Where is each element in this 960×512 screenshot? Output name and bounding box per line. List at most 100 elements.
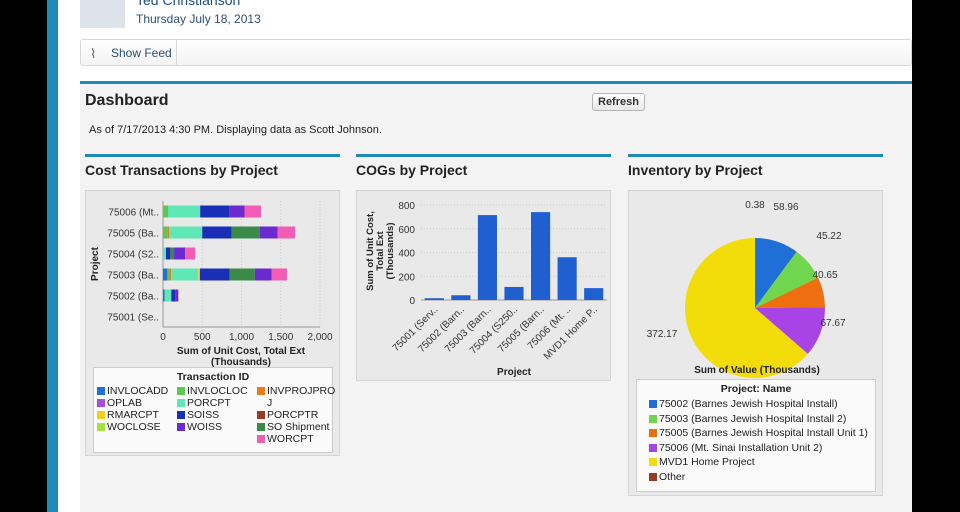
bar-segment [175,289,179,302]
x-axis-title: Sum of Value (Thousands) [694,365,820,376]
as-of-text: As of 7/17/2013 4:30 PM. Displaying data… [89,124,382,136]
legend-item: WOCLOSE [97,421,177,433]
legend-label: PORCPT [187,397,231,409]
feed-pulse-icon: ⌇ [90,46,97,61]
legend-item: 75003 (Barnes Jewish Hospital Install 2) [649,413,875,425]
y-tick-label: 75001 (Se.. [107,313,159,324]
legend-label: SO Shipment [267,421,330,433]
legend-title: Transaction ID [176,371,250,383]
legend-item: INVLOCLOC [177,385,257,397]
legend-label: 75002 (Barnes Jewish Hospital Install) [659,398,838,410]
dashboard-panel: Dashboard Refresh As of 7/17/2013 4:30 P… [80,81,912,512]
legend-label: 75005 (Barnes Jewish Hospital Install Un… [659,427,868,439]
legend-swatch [177,411,185,419]
y-tick-label: 800 [398,201,415,212]
bar [584,288,604,300]
cost-chart-box[interactable]: 0 500 1,000 1,500 2,000 75006 (Mt.. 75005 (Ba.… [85,190,340,456]
inventory-pie-chart[interactable]: 0.38 58.96 45.22 40.65 67.67 372.17 Sum of Val… [629,191,884,379]
data-label: 58.96 [773,202,798,213]
y-tick-label: 75002 (Ba.. [107,292,159,303]
y-tick-label: 75005 (Ba.. [107,229,159,240]
legend-swatch [177,423,185,431]
legend-swatch [649,443,657,452]
x-tick-label: 1,500 [268,332,293,343]
legend-swatch [257,423,265,431]
legend-column: INVLOCLOC PORCPT SOISS WOISS [177,385,257,445]
legend-label: MVD1 Home Project [659,456,755,468]
bar-segment [202,226,232,239]
feed-bar: ⌇ Show Feed [80,39,912,66]
data-label: 40.65 [812,270,837,281]
legend-swatch [177,387,185,395]
x-tick-label: 500 [194,332,211,343]
bar-segment [199,268,230,281]
legend-swatch [97,387,105,395]
legend-item: WORCPT [257,433,335,445]
bar-segment [231,226,260,239]
pie-slice [755,238,797,308]
component-title: COGs by Project [356,162,468,178]
data-label: 45.22 [816,231,841,242]
legend-item: MVD1 Home Project [649,456,875,468]
legend-item: WOISS [177,421,257,433]
bar-segment [254,268,272,281]
legend-label: 75003 (Barnes Jewish Hospital Install 2) [659,412,847,425]
bar-segment [171,289,176,302]
bar [451,295,471,300]
cost-transactions-chart[interactable]: 0 500 1,000 1,500 2,000 75006 (Mt.. 75005 (Ba.… [86,191,341,371]
data-label: 67.67 [820,318,845,329]
bar [504,286,524,300]
legend-swatch [649,472,657,481]
component-cost-transactions: Cost Transactions by Project [85,154,340,178]
bar-segment [174,247,186,260]
legend-swatch [97,411,105,419]
legend-swatch [257,435,265,443]
y-axis-title: (Thousands) [385,223,396,280]
x-tick-label: 2,000 [307,332,332,343]
bar-segment [229,268,255,281]
legend-item: INVPROJPRO J [257,385,335,409]
legend-item: PORCPTR [257,409,335,421]
legend-column: INVLOCADD OPLAB RMARCPT WOCLOSE [97,385,177,445]
legend-label: OPLAB [107,397,143,409]
component-inventory: Inventory by Project [628,154,883,178]
legend-label: Other [659,470,686,483]
bar-segment [259,226,278,239]
bar-segment [163,268,168,281]
pie-slice [755,277,825,308]
bar [557,257,577,300]
legend-label: RMARCPT [107,409,159,421]
bar-segment [271,268,287,281]
y-tick-label: 75006 (Mt.. [108,208,159,219]
user-name-link[interactable]: Ted Christianson [136,0,241,8]
legend-swatch [257,387,265,395]
date-label: Thursday July 18, 2013 [136,12,261,26]
bar [477,215,497,300]
show-feed-button[interactable]: ⌇ Show Feed [81,40,177,65]
legend-swatch [257,411,265,419]
x-axis-title: (Thousands) [211,357,271,368]
component-cogs: COGs by Project [356,154,611,178]
legend-item: 75006 (Mt. Sinai Installation Unit 2) [649,442,875,454]
legend-item: PORCPT [177,397,257,409]
x-tick-label: 1,000 [229,332,254,343]
legend-swatch [649,414,657,423]
bar-segment [164,289,172,302]
legend-item: SOISS [177,409,257,421]
bar-segment [169,226,203,239]
refresh-button[interactable]: Refresh [592,93,645,111]
legend-label: WOCLOSE [107,421,161,433]
y-tick-label: 400 [398,249,415,260]
avatar[interactable] [80,0,125,28]
inventory-chart-box[interactable]: 0.38 58.96 45.22 40.65 67.67 372.17 Sum of Val… [628,190,883,496]
cogs-chart-box[interactable]: 0 200 400 600 800 75001 (Serv.. 75002 (Barn.. 7… [356,190,611,381]
y-axis-title: Total Ext [375,230,386,270]
legend-item: OPLAB [97,397,177,409]
show-feed-label: Show Feed [111,46,172,60]
legend-column: INVPROJPRO J PORCPTR SO Shipment WORCPT [257,385,335,445]
bar-segment [163,205,169,218]
legend-label: INVPROJPRO J [267,385,336,409]
legend-swatch [649,429,657,437]
pie-slice [755,307,825,354]
